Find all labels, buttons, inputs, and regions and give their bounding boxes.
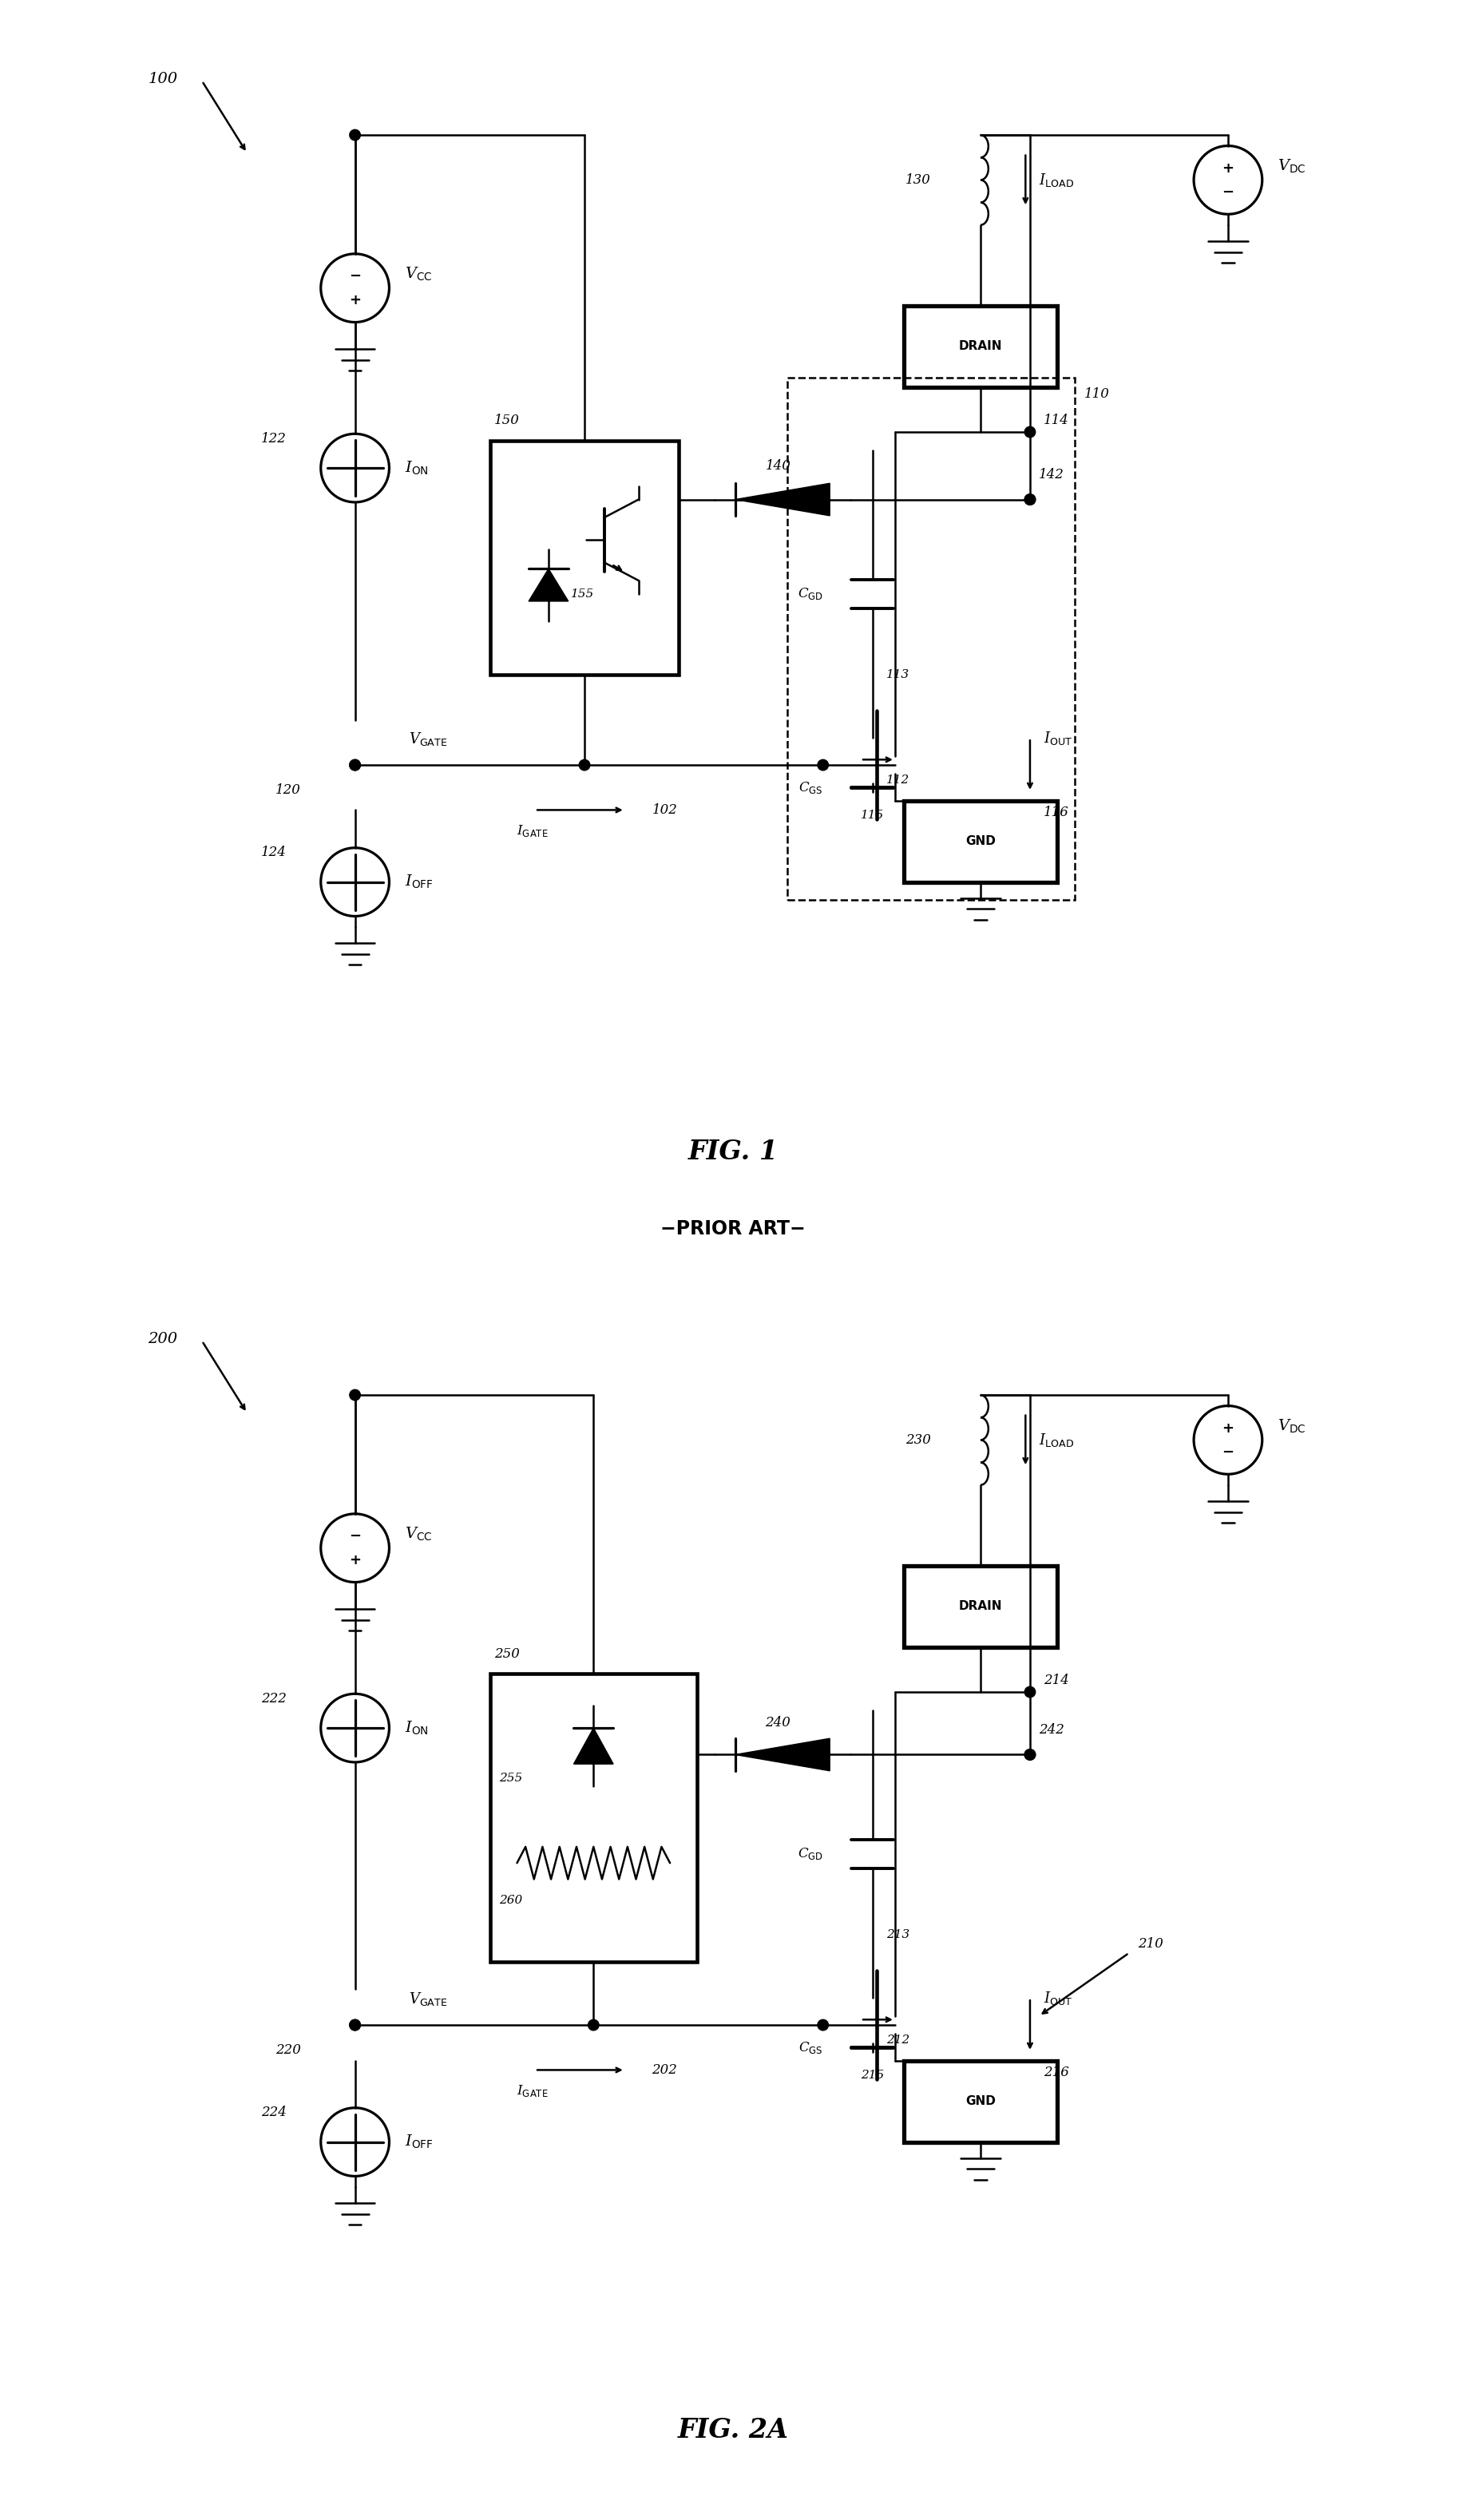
Text: 250: 250 bbox=[494, 1648, 520, 1661]
Text: 215: 215 bbox=[861, 2069, 884, 2082]
Text: V$_{\mathsf{CC}}$: V$_{\mathsf{CC}}$ bbox=[405, 267, 432, 282]
Polygon shape bbox=[529, 570, 569, 602]
Text: 112: 112 bbox=[885, 774, 909, 786]
Text: I$_{\mathsf{OFF}}$: I$_{\mathsf{OFF}}$ bbox=[405, 2134, 432, 2150]
Text: +: + bbox=[349, 292, 361, 307]
Circle shape bbox=[1025, 1686, 1035, 1698]
Text: I$_{\mathsf{OFF}}$: I$_{\mathsf{OFF}}$ bbox=[405, 874, 432, 890]
Text: −: − bbox=[1223, 186, 1234, 199]
Text: 113: 113 bbox=[885, 670, 909, 680]
Circle shape bbox=[818, 2019, 828, 2031]
Circle shape bbox=[349, 129, 361, 141]
Text: 230: 230 bbox=[906, 1434, 931, 1446]
Text: I$_{\mathsf{LOAD}}$: I$_{\mathsf{LOAD}}$ bbox=[1039, 171, 1075, 189]
Text: C$_{\mathsf{GS}}$: C$_{\mathsf{GS}}$ bbox=[799, 779, 822, 796]
Text: 224: 224 bbox=[261, 2107, 287, 2119]
Text: 255: 255 bbox=[498, 1774, 522, 1784]
Text: −: − bbox=[349, 1530, 361, 1542]
Text: 240: 240 bbox=[765, 1716, 790, 1729]
Bar bbox=[490, 441, 679, 675]
Text: C$_{\mathsf{GD}}$: C$_{\mathsf{GD}}$ bbox=[798, 1847, 822, 1862]
Polygon shape bbox=[573, 1729, 613, 1764]
Text: 210: 210 bbox=[1138, 1938, 1164, 1950]
Text: I$_{\mathsf{OUT}}$: I$_{\mathsf{OUT}}$ bbox=[1044, 731, 1073, 746]
Text: 124: 124 bbox=[261, 847, 287, 859]
Text: V$_{\mathsf{GATE}}$: V$_{\mathsf{GATE}}$ bbox=[409, 731, 447, 746]
Text: 214: 214 bbox=[1044, 1673, 1069, 1688]
Text: V$_{\mathsf{CC}}$: V$_{\mathsf{CC}}$ bbox=[405, 1527, 432, 1542]
Circle shape bbox=[349, 2019, 361, 2031]
Text: GND: GND bbox=[966, 2097, 995, 2107]
Text: I$_{\mathsf{GATE}}$: I$_{\mathsf{GATE}}$ bbox=[517, 824, 548, 839]
Text: V$_{\mathsf{DC}}$: V$_{\mathsf{DC}}$ bbox=[1277, 159, 1306, 174]
Text: +: + bbox=[1223, 1421, 1234, 1436]
Text: I$_{\mathsf{OUT}}$: I$_{\mathsf{OUT}}$ bbox=[1044, 1991, 1073, 2006]
Text: V$_{\mathsf{GATE}}$: V$_{\mathsf{GATE}}$ bbox=[409, 1991, 447, 2006]
Polygon shape bbox=[736, 1739, 830, 1772]
Text: 155: 155 bbox=[570, 587, 594, 600]
Text: 200: 200 bbox=[148, 1333, 177, 1346]
Text: GND: GND bbox=[966, 837, 995, 847]
Text: 120: 120 bbox=[276, 784, 301, 796]
Text: I$_{\mathsf{LOAD}}$: I$_{\mathsf{LOAD}}$ bbox=[1039, 1431, 1075, 1449]
Bar bbox=[787, 378, 1075, 900]
Text: 222: 222 bbox=[261, 1691, 287, 1706]
Text: 116: 116 bbox=[1044, 806, 1069, 819]
Bar bbox=[905, 2061, 1057, 2142]
Text: FIG. 2A: FIG. 2A bbox=[677, 2417, 789, 2444]
Text: 142: 142 bbox=[1039, 469, 1064, 481]
Text: 115: 115 bbox=[861, 809, 884, 822]
Text: +: + bbox=[349, 1552, 361, 1567]
Circle shape bbox=[349, 759, 361, 771]
Text: 150: 150 bbox=[494, 413, 520, 428]
Text: I$_{\mathsf{GATE}}$: I$_{\mathsf{GATE}}$ bbox=[517, 2084, 548, 2099]
Circle shape bbox=[1025, 1749, 1035, 1759]
Bar bbox=[905, 801, 1057, 882]
Text: 213: 213 bbox=[885, 1930, 909, 1940]
Text: −: − bbox=[349, 270, 361, 282]
Bar bbox=[905, 1565, 1057, 1648]
Text: I$_{\mathsf{ON}}$: I$_{\mathsf{ON}}$ bbox=[405, 1719, 428, 1736]
Text: 102: 102 bbox=[652, 804, 677, 816]
Text: 242: 242 bbox=[1039, 1724, 1064, 1736]
Circle shape bbox=[349, 759, 361, 771]
Text: 140: 140 bbox=[765, 459, 790, 474]
Text: FIG. 1: FIG. 1 bbox=[688, 1139, 778, 1164]
Polygon shape bbox=[736, 484, 830, 517]
Text: 216: 216 bbox=[1044, 2066, 1069, 2079]
Text: I$_{\mathsf{ON}}$: I$_{\mathsf{ON}}$ bbox=[405, 459, 428, 476]
Text: 110: 110 bbox=[1083, 388, 1110, 401]
Bar bbox=[490, 1673, 696, 1963]
Circle shape bbox=[349, 2019, 361, 2031]
Text: −: − bbox=[1223, 1446, 1234, 1459]
Text: 130: 130 bbox=[906, 174, 931, 186]
Text: 212: 212 bbox=[885, 2034, 909, 2046]
Text: V$_{\mathsf{DC}}$: V$_{\mathsf{DC}}$ bbox=[1277, 1419, 1306, 1434]
Circle shape bbox=[1025, 494, 1035, 504]
Circle shape bbox=[1025, 494, 1035, 504]
Text: C$_{\mathsf{GD}}$: C$_{\mathsf{GD}}$ bbox=[798, 587, 822, 602]
Text: C$_{\mathsf{GS}}$: C$_{\mathsf{GS}}$ bbox=[799, 2039, 822, 2056]
Text: −PRIOR ART−: −PRIOR ART− bbox=[661, 1220, 805, 1237]
Text: +: + bbox=[1223, 161, 1234, 176]
Circle shape bbox=[818, 759, 828, 771]
Bar bbox=[905, 305, 1057, 388]
Text: 100: 100 bbox=[148, 73, 177, 86]
Circle shape bbox=[1025, 1749, 1035, 1759]
Text: 114: 114 bbox=[1044, 413, 1069, 428]
Circle shape bbox=[349, 1389, 361, 1401]
Circle shape bbox=[588, 2019, 600, 2031]
Text: 260: 260 bbox=[498, 1895, 522, 1905]
Text: DRAIN: DRAIN bbox=[959, 340, 1003, 353]
Text: 122: 122 bbox=[261, 431, 287, 446]
Text: DRAIN: DRAIN bbox=[959, 1600, 1003, 1613]
Text: 202: 202 bbox=[652, 2064, 677, 2076]
Circle shape bbox=[1025, 426, 1035, 438]
Text: 220: 220 bbox=[276, 2044, 301, 2056]
Circle shape bbox=[579, 759, 589, 771]
